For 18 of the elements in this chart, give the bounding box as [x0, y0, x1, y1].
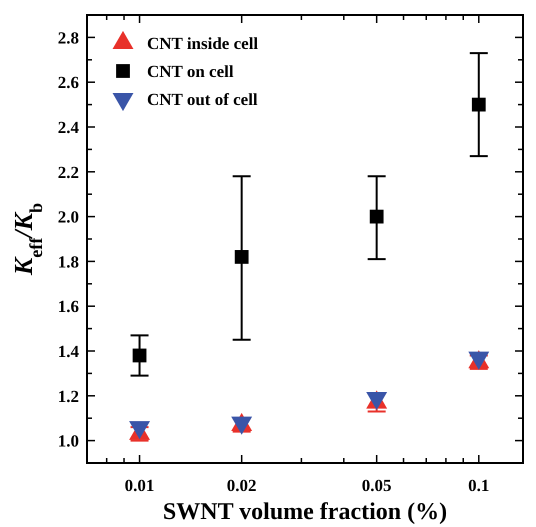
x-tick-label: 0.1: [468, 476, 490, 495]
x-tick-label: 0.01: [124, 476, 154, 495]
x-axis-title: SWNT volume fraction (%): [162, 499, 448, 525]
y-tick-label: 2.6: [58, 73, 79, 92]
y-tick-label: 2.8: [58, 28, 79, 48]
y-tick-label: 1.4: [58, 342, 80, 361]
x-tick-label: 0.05: [362, 476, 392, 495]
y-tick-label: 2.4: [58, 118, 80, 137]
x-tick-label: 0.02: [226, 476, 257, 495]
legend-label: CNT inside cell: [147, 34, 258, 53]
y-tick-label: 1.8: [58, 252, 79, 272]
legend-label: CNT on cell: [147, 62, 234, 81]
y-tick-label: 1.2: [58, 386, 79, 406]
y-tick-label: 2.0: [58, 208, 79, 227]
legend-label: CNT out of cell: [147, 90, 258, 109]
y-tick-label: 1.6: [58, 297, 79, 316]
y-tick-label: 2.2: [58, 162, 79, 182]
y-tick-label: 1.0: [58, 432, 79, 451]
